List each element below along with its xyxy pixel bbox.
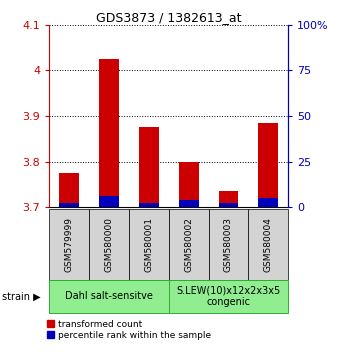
- Bar: [99, 59, 119, 207]
- Bar: [49, 209, 89, 280]
- Text: S.LEW(10)x12x2x3x5
congenic: S.LEW(10)x12x2x3x5 congenic: [176, 286, 281, 307]
- Text: strain ▶: strain ▶: [2, 291, 40, 302]
- Bar: [258, 198, 278, 207]
- Bar: [258, 123, 278, 207]
- Bar: [219, 202, 238, 207]
- Bar: [59, 202, 79, 207]
- Bar: [219, 191, 238, 207]
- Text: Dahl salt-sensitve: Dahl salt-sensitve: [65, 291, 153, 302]
- Text: GSM580003: GSM580003: [224, 217, 233, 272]
- Bar: [179, 161, 198, 207]
- Bar: [49, 280, 169, 313]
- Legend: transformed count, percentile rank within the sample: transformed count, percentile rank withi…: [47, 320, 211, 340]
- Bar: [89, 209, 129, 280]
- Text: GSM580001: GSM580001: [144, 217, 153, 272]
- Bar: [139, 202, 159, 207]
- Bar: [248, 209, 288, 280]
- Bar: [99, 196, 119, 207]
- Text: GSM579999: GSM579999: [65, 217, 74, 272]
- Bar: [169, 209, 209, 280]
- Bar: [139, 127, 159, 207]
- Text: GSM580002: GSM580002: [184, 217, 193, 272]
- Bar: [179, 200, 198, 207]
- Bar: [129, 209, 169, 280]
- Bar: [169, 280, 288, 313]
- Title: GDS3873 / 1382613_at: GDS3873 / 1382613_at: [96, 11, 241, 24]
- Text: GSM580004: GSM580004: [264, 217, 273, 272]
- Bar: [59, 173, 79, 207]
- Text: GSM580000: GSM580000: [105, 217, 114, 272]
- Bar: [209, 209, 248, 280]
